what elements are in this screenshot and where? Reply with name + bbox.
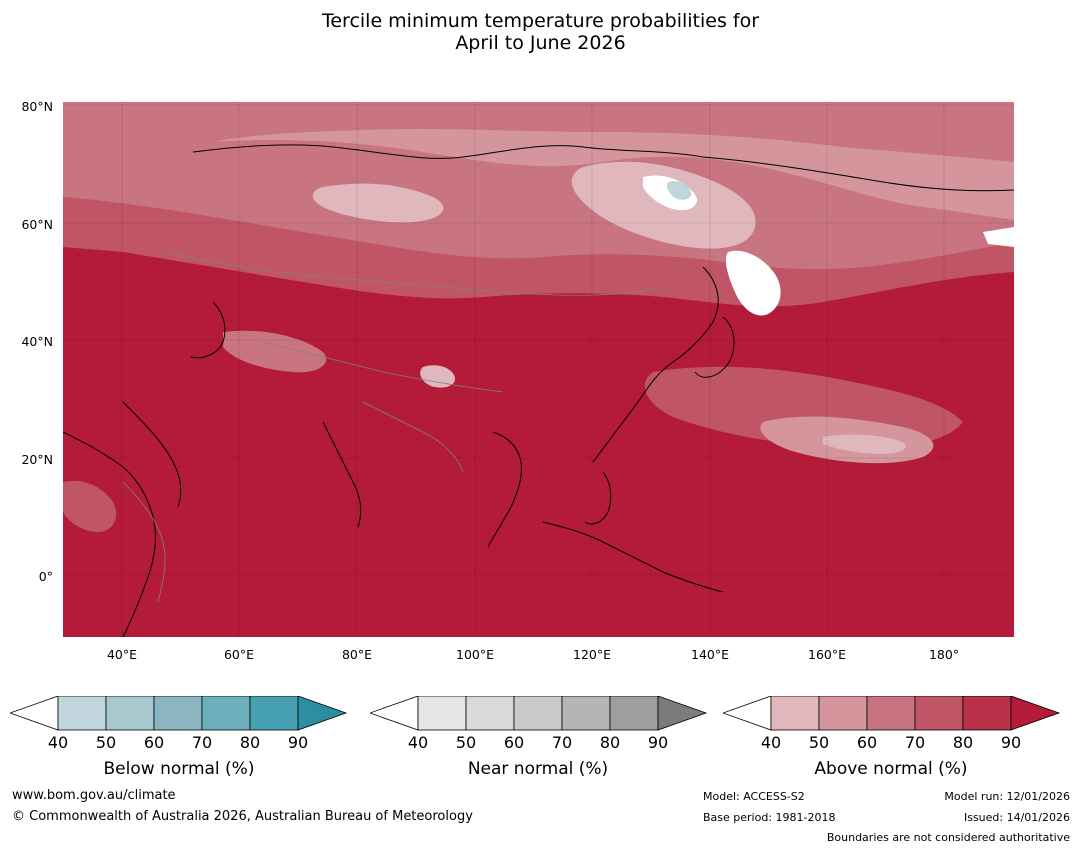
colorbar-near-label: Near normal (%): [467, 759, 609, 779]
cbar-near-tick-90: 90: [647, 733, 669, 752]
cbar-above-tick-50: 50: [808, 733, 830, 752]
map-title: Tercile minimum temperature probabilitie…: [0, 10, 1081, 54]
blue-patch: [666, 181, 692, 200]
cbar-below-tick-70: 70: [191, 733, 213, 752]
lon-tick-60e: 60°E: [223, 647, 255, 662]
cbar-near-tick-70: 70: [551, 733, 573, 752]
central-asia-patch: [223, 330, 327, 373]
title-line-1: Tercile minimum temperature probabilitie…: [321, 10, 760, 32]
boundaries-disclaimer: Boundaries are not considered authoritat…: [826, 831, 1070, 844]
colorbar-below-label: Below normal (%): [103, 759, 255, 779]
cbar-below-tick-50: 50: [95, 733, 117, 752]
base-period: Base period: 1981-2018: [703, 811, 836, 824]
colorbar-near-normal: [370, 696, 708, 731]
cbar-above-tick-90: 90: [1000, 733, 1022, 752]
coastlines: [63, 144, 1014, 637]
cbar-near-tick-50: 50: [455, 733, 477, 752]
map-canvas: [63, 102, 1014, 637]
probability-map: [63, 102, 1014, 637]
cbar-above-tick-70: 70: [904, 733, 926, 752]
lon-tick-140e: 140°E: [690, 647, 730, 662]
africa-patch: [63, 480, 117, 532]
cbar-below-tick-40: 40: [47, 733, 69, 752]
website-link[interactable]: www.bom.gov.au/climate: [12, 788, 176, 803]
north-band-level4b: [312, 183, 444, 223]
lon-tick-80e: 80°E: [341, 647, 373, 662]
cbar-below-tick-60: 60: [143, 733, 165, 752]
cbar-near-tick-80: 80: [599, 733, 621, 752]
copyright-text: © Commonwealth of Australia 2026, Austra…: [12, 809, 473, 824]
model-name: Model: ACCESS-S2: [703, 790, 805, 803]
colorbar-above-label: Above normal (%): [814, 759, 968, 779]
lon-tick-180: 180°: [928, 647, 960, 662]
white-patch-okhotsk: [725, 250, 781, 316]
cbar-above-tick-60: 60: [856, 733, 878, 752]
issued-date: Issued: 14/01/2026: [963, 811, 1070, 824]
country-borders: [122, 251, 664, 603]
colorbar-above-normal: [723, 696, 1061, 731]
north-band-level3: [213, 129, 1014, 220]
lat-tick-80n: 80°N: [21, 99, 53, 114]
model-run-date: Model run: 12/01/2026: [944, 790, 1070, 803]
cbar-near-tick-40: 40: [407, 733, 429, 752]
lat-tick-60n: 60°N: [21, 217, 53, 232]
lon-tick-120e: 120°E: [572, 647, 612, 662]
cbar-near-tick-60: 60: [503, 733, 525, 752]
cbar-above-tick-40: 40: [760, 733, 782, 752]
graticule: [63, 102, 1014, 637]
pacific-streak-3: [823, 434, 906, 454]
lat-tick-0: 0°: [38, 569, 53, 584]
lat-tick-40n: 40°N: [21, 334, 53, 349]
lon-tick-100e: 100°E: [455, 647, 495, 662]
cbar-below-tick-80: 80: [239, 733, 261, 752]
lon-tick-160e: 160°E: [807, 647, 847, 662]
lon-tick-40e: 40°E: [106, 647, 138, 662]
colorbar-below-normal: [10, 696, 348, 731]
lat-tick-20n: 20°N: [21, 452, 53, 467]
cbar-above-tick-80: 80: [952, 733, 974, 752]
white-patch-kamchatka: [983, 227, 1014, 247]
title-line-2: April to June 2026: [455, 32, 626, 54]
tibet-patch: [420, 365, 456, 388]
cbar-below-tick-90: 90: [287, 733, 309, 752]
